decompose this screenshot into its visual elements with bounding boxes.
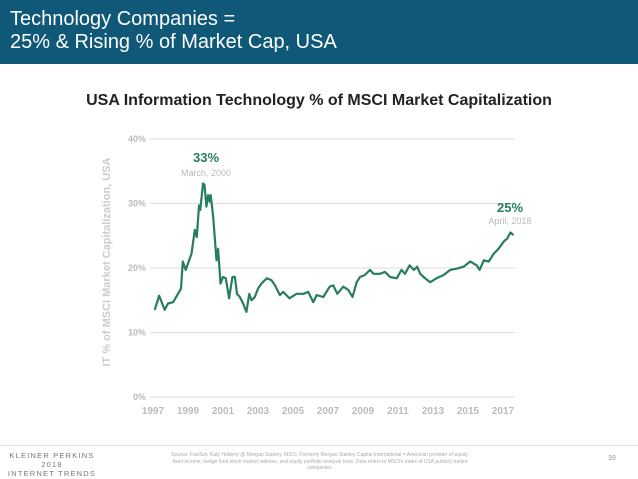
kpcb-logo: KLEINER PERKINS 2018 INTERNET TRENDS [6,451,98,478]
x-tick-label: 2005 [282,406,305,417]
peak-date-annotation: March, 2000 [181,168,231,178]
page-number: 39 [608,455,616,462]
slide-title-line1: Technology Companies = [10,8,236,30]
y-tick-label: 40% [128,134,146,144]
x-tick-label: 2007 [317,406,340,417]
x-tick-label: 2003 [247,406,270,417]
logo-line2: 2018 [41,460,63,469]
x-tick-label: 2001 [212,406,235,417]
latest-value-annotation: 25% [497,200,523,215]
chart-title: USA Information Technology % of MSCI Mar… [86,92,552,109]
x-tick-label: 2009 [352,406,375,417]
x-tick-label: 1997 [142,406,165,417]
logo-line1: KLEINER PERKINS [9,451,95,460]
x-tick-label: 2011 [387,406,409,417]
x-tick-label: 1999 [177,406,200,417]
x-tick-label: 2015 [457,406,480,417]
y-tick-label: 30% [128,199,146,209]
latest-date-annotation: April, 2018 [488,216,531,226]
y-tick-label: 0% [133,392,146,402]
y-axis-label: IT % of MSCI Market Capitalization, USA [101,157,113,366]
series-line [153,182,515,313]
title-banner: Technology Companies = 25% & Rising % of… [0,0,638,64]
x-tick-label: 2013 [422,406,445,417]
slide-title-line2: 25% & Rising % of Market Cap, USA [10,31,337,53]
footer-divider [0,445,638,446]
y-tick-label: 20% [128,263,146,273]
logo-line3: INTERNET TRENDS [7,469,97,478]
source-note: Source: FactSet, Katy Huberty @ Morgan S… [171,452,469,471]
y-tick-label: 10% [128,328,146,338]
peak-value-annotation: 33% [193,150,219,165]
x-tick-label: 2017 [492,406,515,417]
